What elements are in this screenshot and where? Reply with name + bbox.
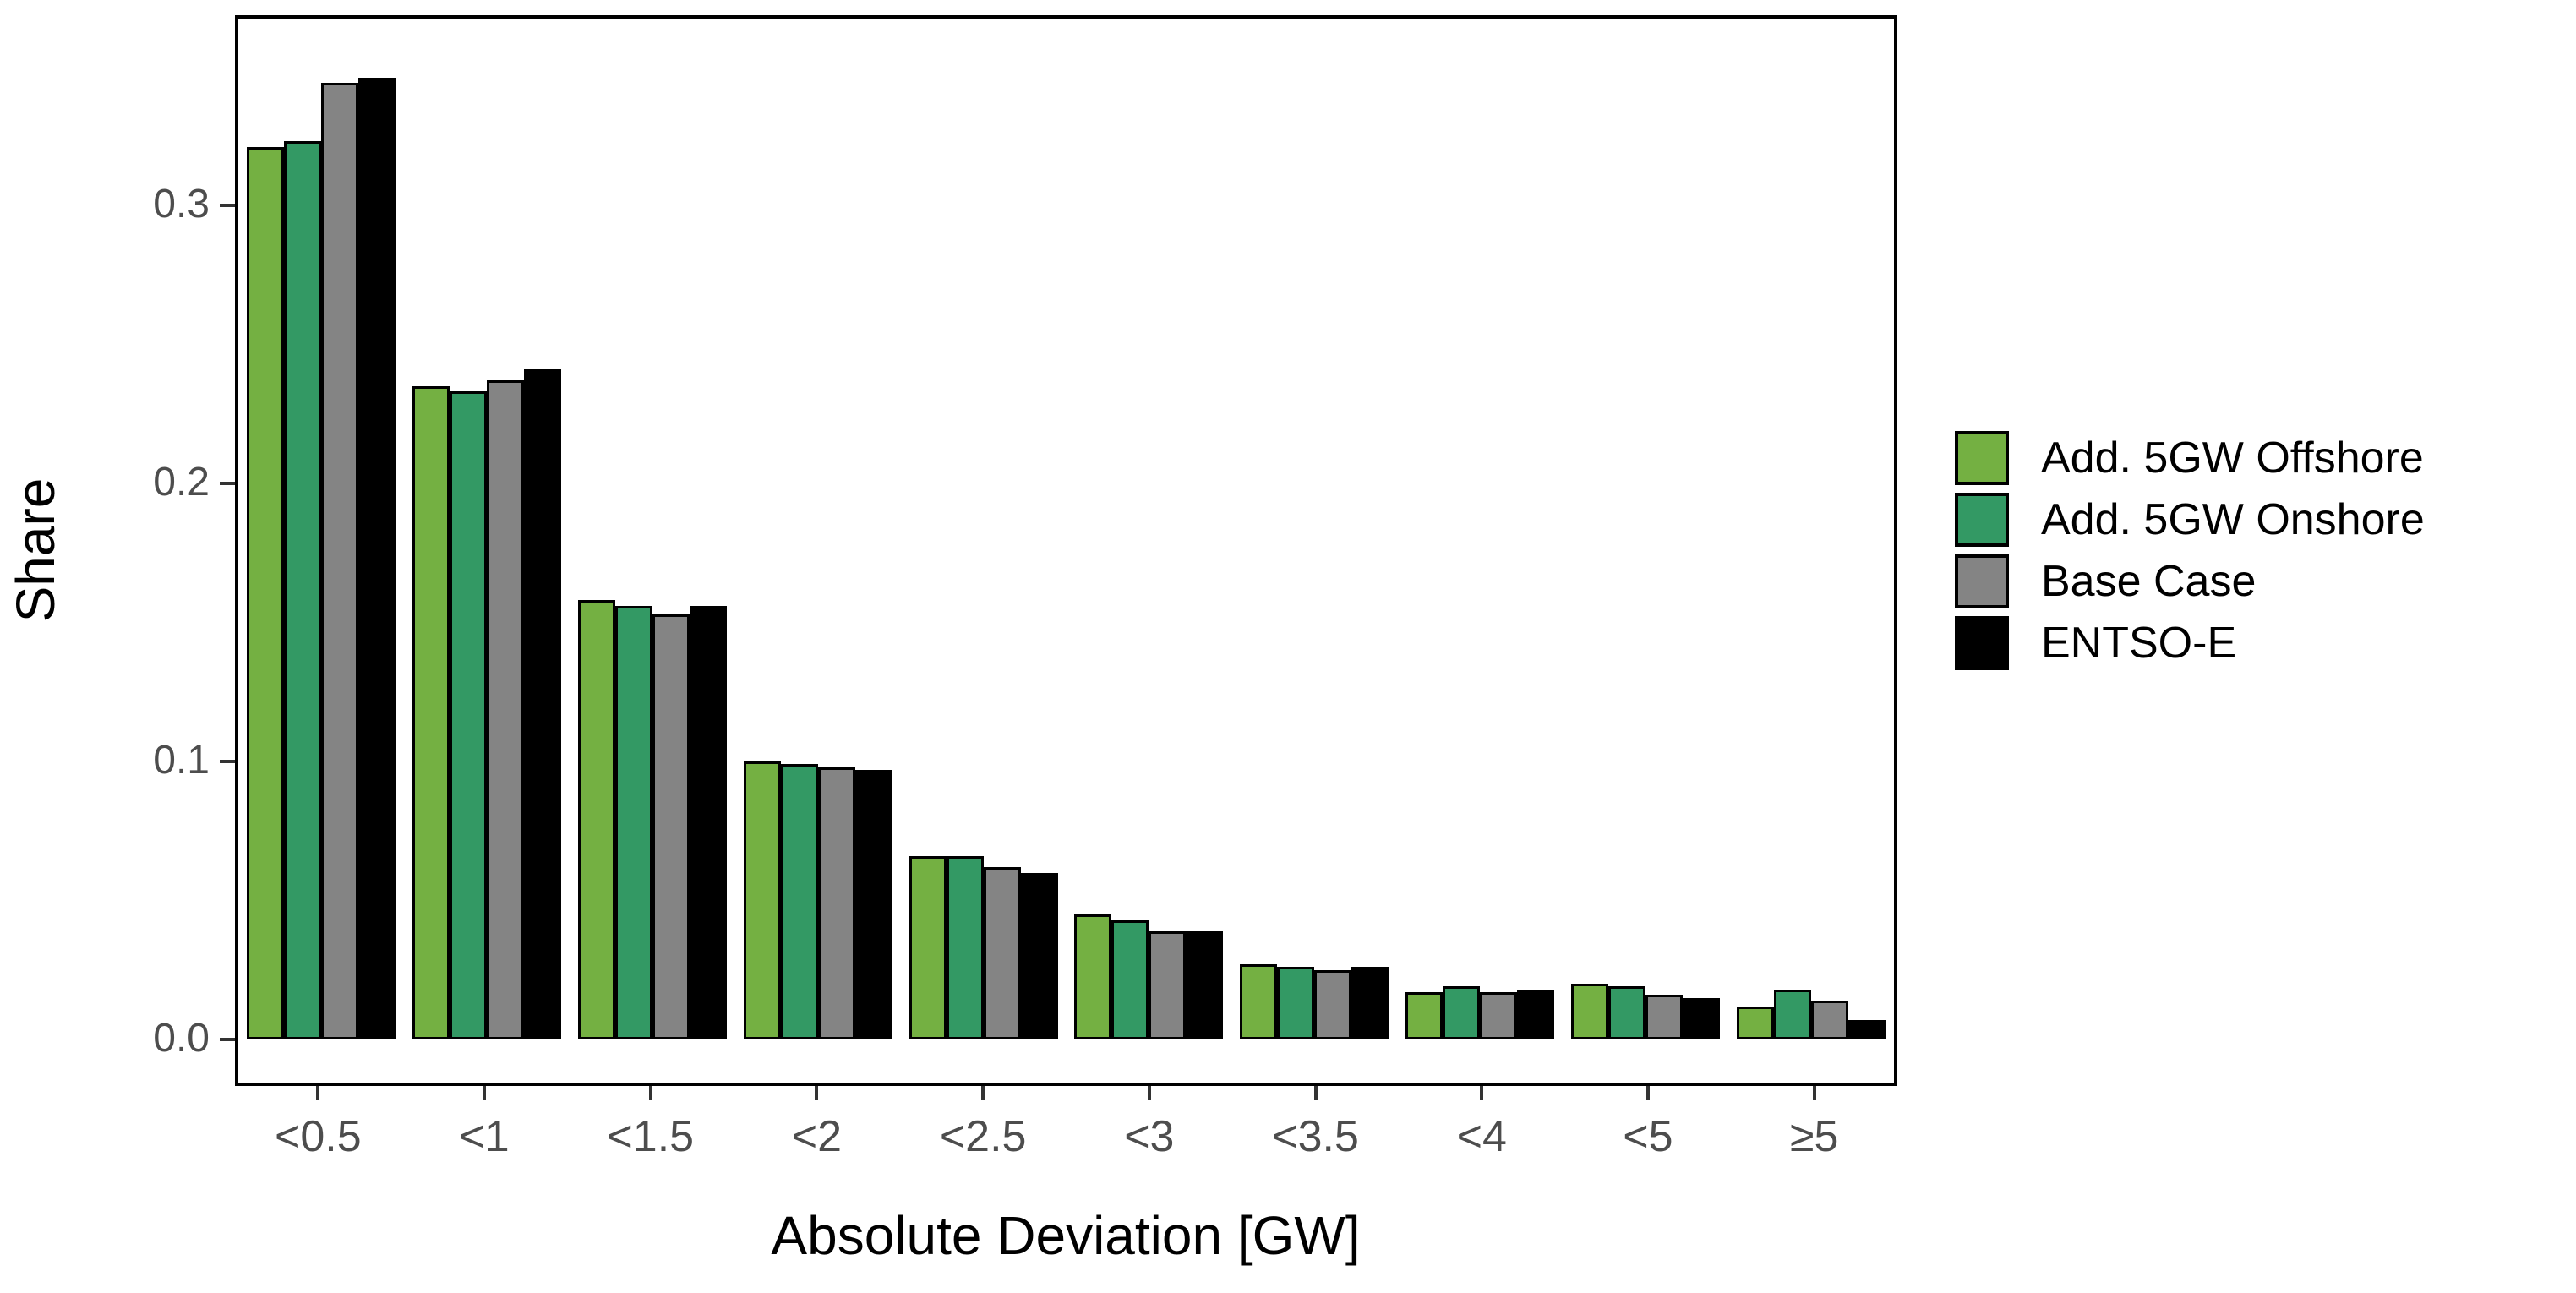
bar-base-case-7 <box>1480 992 1518 1039</box>
bar-entso-e-8 <box>1683 998 1721 1039</box>
bar-add-5gw-offshore-3 <box>743 761 781 1039</box>
x-tick-label-<3: <3 <box>1124 1112 1175 1161</box>
y-axis-title: Share <box>5 477 66 623</box>
bar-add-5gw-onshore-2 <box>614 606 652 1039</box>
x-tick-mark-≥5 <box>1812 1086 1816 1100</box>
x-tick-mark-<4 <box>1480 1086 1484 1100</box>
legend-swatch-icon <box>1955 493 2009 547</box>
y-tick-label-0.1: 0.1 <box>153 738 210 783</box>
bar-add-5gw-onshore-6 <box>1277 967 1315 1039</box>
bar-base-case-2 <box>652 614 690 1039</box>
bar-group-<1.5 <box>570 19 735 1083</box>
bar-add-5gw-offshore-7 <box>1405 992 1444 1039</box>
x-tick-mark-<5 <box>1645 1086 1650 1100</box>
bar-add-5gw-onshore-9 <box>1774 990 1812 1039</box>
y-tick-label-0.2: 0.2 <box>153 460 210 505</box>
x-axis-title: Absolute Deviation [GW] <box>771 1205 1361 1266</box>
y-tick-mark-0.3 <box>220 204 235 207</box>
bar-group-<2.5 <box>901 19 1067 1083</box>
x-tick-mark-<3 <box>1147 1086 1151 1100</box>
bar-entso-e-0 <box>357 78 396 1039</box>
bar-entso-e-4 <box>1020 873 1058 1039</box>
bar-group-≥5 <box>1728 19 1894 1083</box>
legend-label: Add. 5GW Onshore <box>2041 495 2425 544</box>
x-tick-label-<0.5: <0.5 <box>275 1112 362 1161</box>
bar-add-5gw-offshore-0 <box>246 147 284 1039</box>
x-tick-label-<4: <4 <box>1456 1112 1507 1161</box>
bar-entso-e-9 <box>1848 1020 1886 1039</box>
legend-swatch-icon <box>1955 431 2009 485</box>
x-tick-label-<5: <5 <box>1623 1112 1673 1161</box>
bar-base-case-9 <box>1811 1001 1849 1039</box>
bar-add-5gw-onshore-4 <box>946 856 984 1039</box>
bar-add-5gw-offshore-2 <box>577 600 615 1039</box>
bar-group-<1 <box>404 19 570 1083</box>
x-tick-mark-<2 <box>815 1086 819 1100</box>
x-tick-label-<3.5: <3.5 <box>1272 1112 1359 1161</box>
bar-base-case-3 <box>817 767 855 1039</box>
bar-group-<3 <box>1067 19 1232 1083</box>
x-tick-label-≥5: ≥5 <box>1789 1112 1839 1161</box>
bar-add-5gw-onshore-1 <box>449 391 487 1039</box>
bar-base-case-0 <box>320 83 358 1039</box>
x-tick-mark-<1 <box>483 1086 487 1100</box>
legend-item: Add. 5GW Offshore <box>1955 431 2425 485</box>
plot-panel <box>235 15 1897 1086</box>
bar-entso-e-7 <box>1517 990 1555 1039</box>
legend-label: Base Case <box>2041 557 2257 606</box>
bar-base-case-6 <box>1314 970 1352 1039</box>
bar-base-case-5 <box>1149 931 1187 1039</box>
bar-group-<3.5 <box>1231 19 1397 1083</box>
bar-add-5gw-onshore-7 <box>1443 986 1481 1039</box>
legend-swatch-icon <box>1955 554 2009 608</box>
x-tick-label-<2: <2 <box>791 1112 843 1161</box>
bar-add-5gw-offshore-5 <box>1074 914 1112 1039</box>
bar-add-5gw-onshore-3 <box>780 764 818 1039</box>
bar-entso-e-1 <box>523 369 561 1039</box>
y-tick-mark-0.0 <box>220 1038 235 1041</box>
x-tick-label-<2.5: <2.5 <box>939 1112 1027 1161</box>
legend-swatch-icon <box>1955 616 2009 670</box>
legend-label: ENTSO-E <box>2041 619 2237 668</box>
legend-label: Add. 5GW Offshore <box>2041 434 2424 483</box>
x-tick-mark-<1.5 <box>648 1086 652 1100</box>
bar-entso-e-3 <box>854 770 892 1039</box>
bar-base-case-1 <box>486 380 524 1039</box>
bar-add-5gw-offshore-9 <box>1737 1007 1775 1039</box>
bar-add-5gw-onshore-8 <box>1608 986 1646 1039</box>
bar-add-5gw-offshore-1 <box>412 386 450 1039</box>
bar-add-5gw-offshore-6 <box>1240 964 1278 1039</box>
y-tick-mark-0.1 <box>220 760 235 763</box>
bar-base-case-8 <box>1645 995 1684 1039</box>
bar-add-5gw-onshore-5 <box>1111 920 1149 1039</box>
x-tick-mark-<2.5 <box>981 1086 985 1100</box>
x-tick-label-<1: <1 <box>459 1112 510 1161</box>
bar-entso-e-2 <box>689 606 727 1039</box>
bar-group-<5 <box>1563 19 1728 1083</box>
bar-group-<4 <box>1397 19 1563 1083</box>
legend-item: Base Case <box>1955 554 2425 608</box>
legend-item: ENTSO-E <box>1955 616 2425 670</box>
bar-entso-e-6 <box>1351 967 1389 1039</box>
legend-item: Add. 5GW Onshore <box>1955 493 2425 547</box>
x-tick-label-<1.5: <1.5 <box>607 1112 695 1161</box>
legend: Add. 5GW Offshore Add. 5GW Onshore Base Ca… <box>1955 431 2425 670</box>
y-tick-label-0.3: 0.3 <box>153 182 210 226</box>
y-tick-mark-0.2 <box>220 482 235 485</box>
bars-layer <box>238 19 1894 1083</box>
bar-add-5gw-offshore-8 <box>1571 984 1609 1039</box>
bar-group-<0.5 <box>238 19 404 1083</box>
bar-add-5gw-onshore-0 <box>283 141 321 1039</box>
bar-group-<2 <box>735 19 901 1083</box>
bar-entso-e-5 <box>1186 931 1224 1039</box>
y-tick-label-0.0: 0.0 <box>153 1016 210 1061</box>
bar-add-5gw-offshore-4 <box>909 856 947 1039</box>
bar-base-case-4 <box>983 867 1021 1039</box>
x-tick-mark-<3.5 <box>1313 1086 1318 1100</box>
x-tick-mark-<0.5 <box>316 1086 320 1100</box>
